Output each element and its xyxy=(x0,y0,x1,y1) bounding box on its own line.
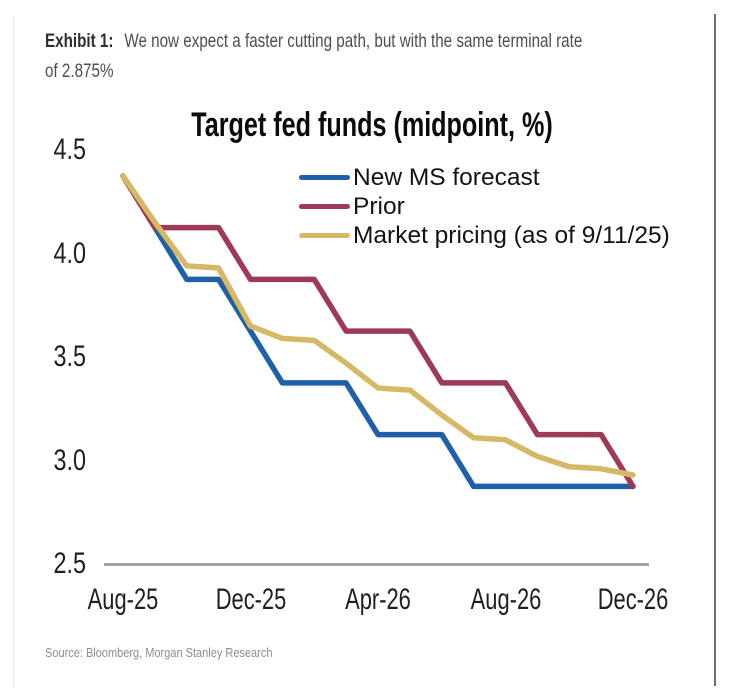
legend-item-new-ms-forecast: New MS forecast xyxy=(299,163,670,192)
y-tick-label: 3.5 xyxy=(53,340,86,373)
chart-legend: New MS forecast Prior Market pricing (as o… xyxy=(299,163,670,250)
x-tick-label: Aug-26 xyxy=(470,583,542,616)
series-line-market-pricing-as-of-9-11-25 xyxy=(120,173,636,478)
page-right-border xyxy=(714,14,716,686)
exhibit-header-line1: Exhibit 1: We now expect a faster cutting… xyxy=(45,26,685,56)
series-line-new-ms-forecast xyxy=(120,173,636,490)
exhibit-header: Exhibit 1: We now expect a faster cutting… xyxy=(45,26,685,86)
legend-swatch-market-pricing-as-of-9-11-25 xyxy=(299,233,350,238)
legend-label: New MS forecast xyxy=(353,164,540,191)
legend-label: Market pricing (as of 9/11/25) xyxy=(353,222,670,249)
series-line-prior xyxy=(120,173,636,490)
x-tick-label: Dec-25 xyxy=(215,583,287,616)
x-tick-label: Apr-26 xyxy=(345,583,411,616)
exhibit-label: Exhibit 1: xyxy=(45,30,114,52)
chart-title: Target fed funds (midpoint, %) xyxy=(191,106,553,144)
legend-item-market-pricing-as-of-9-11-25: Market pricing (as of 9/11/25) xyxy=(299,221,670,250)
y-tick-label: 2.5 xyxy=(53,547,86,580)
source-note: Source: Bloomberg, Morgan Stanley Resear… xyxy=(45,646,273,660)
page-left-border xyxy=(13,16,14,688)
x-tick-label: Aug-25 xyxy=(87,583,159,616)
y-tick-label: 3.0 xyxy=(53,444,86,477)
exhibit-title-line1: We now expect a faster cutting path, but… xyxy=(124,30,583,52)
exhibit-title-line2: of 2.875% xyxy=(45,60,114,82)
y-tick-label: 4.5 xyxy=(53,133,86,166)
legend-swatch-new-ms-forecast xyxy=(299,175,350,180)
legend-label: Prior xyxy=(353,193,405,220)
x-axis-line xyxy=(104,563,649,566)
legend-item-prior: Prior xyxy=(299,192,670,221)
legend-swatch-prior xyxy=(299,204,350,209)
x-tick-label: Dec-26 xyxy=(597,583,669,616)
y-tick-label: 4.0 xyxy=(53,237,86,270)
